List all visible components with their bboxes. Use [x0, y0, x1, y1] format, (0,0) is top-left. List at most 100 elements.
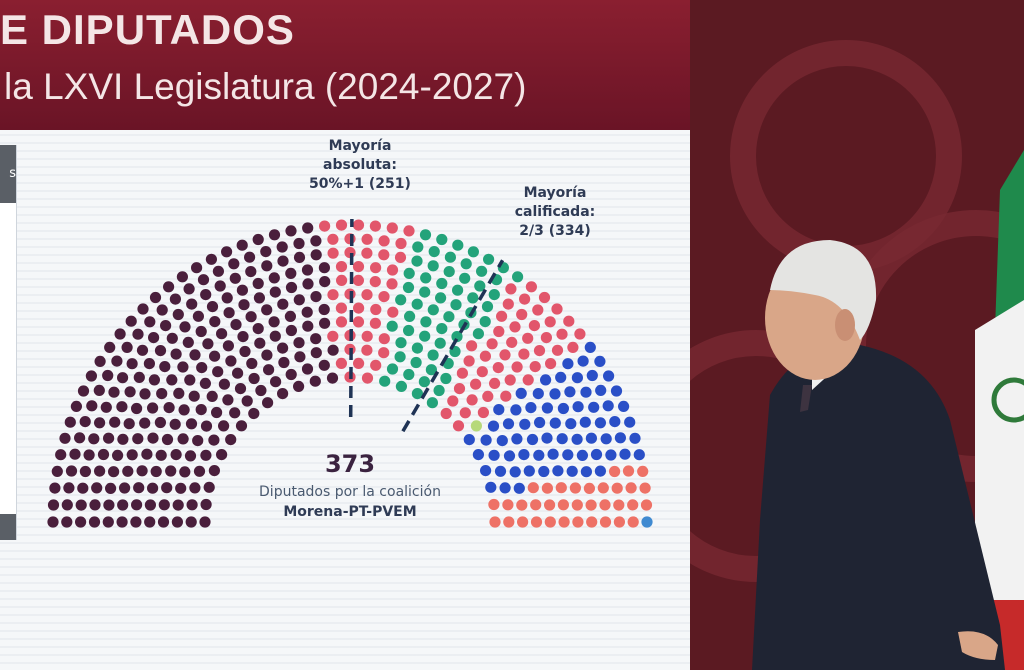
seat-dot-group-1 [102, 516, 114, 528]
seat-dot-group-6 [564, 386, 576, 398]
seat-dot-group-6 [533, 449, 545, 461]
seat-dot-group-1 [185, 418, 198, 430]
seat-dot-group-6 [525, 402, 537, 414]
seat-dot-group-1 [252, 233, 264, 246]
seat-dot-group-6 [526, 433, 539, 446]
seat-dot-group-1 [254, 337, 266, 349]
seat-dot-group-1 [310, 347, 322, 359]
seat-dot-group-1 [309, 375, 321, 387]
seat-dot-group-1 [166, 374, 178, 386]
seat-dot-group-1 [51, 465, 63, 477]
seat-dot-group-6 [629, 432, 641, 444]
seat-dot-group-6 [633, 449, 645, 461]
seat-dot-group-4 [466, 340, 478, 352]
seat-dot-group-1 [263, 364, 275, 376]
seat-dot-group-7 [530, 516, 543, 528]
slide-title: E DIPUTADOS [0, 6, 295, 53]
flag-emblem-icon [991, 377, 1024, 423]
qualified-majority-line-1: Mayoría [523, 185, 587, 201]
seat-dot-group-4 [532, 304, 544, 316]
qualified-majority-line-2: calificada: [514, 204, 596, 220]
seat-dot-group-1 [94, 355, 106, 367]
seat-dot-group-2 [386, 278, 398, 290]
seat-dot-group-7 [609, 465, 621, 478]
seat-dot-group-1 [103, 432, 115, 444]
seat-dot-group-1 [93, 384, 105, 396]
seat-dot-group-2 [327, 289, 339, 301]
seat-dot-group-1 [149, 291, 162, 304]
seat-dot-group-6 [624, 416, 636, 428]
absolute-majority-annotation: Mayoría absoluta: 50%+1 (251) [300, 137, 420, 194]
seat-dot-group-1 [200, 289, 212, 301]
seat-dot-group-4 [538, 291, 551, 304]
seat-dot-group-1 [285, 267, 297, 279]
seat-dot-group-2 [352, 261, 365, 273]
seat-dot-group-1 [165, 465, 177, 477]
seat-dot-group-1 [206, 390, 218, 402]
seat-dot-group-1 [61, 516, 73, 528]
seat-dot-group-6 [605, 449, 617, 461]
seat-dot-group-2 [335, 302, 347, 314]
seat-dot-group-3 [436, 323, 448, 335]
seat-dot-group-1 [191, 262, 203, 274]
seat-dot-group-1 [234, 383, 247, 395]
seat-dot-group-2 [370, 262, 382, 274]
seat-dot-group-7 [541, 482, 554, 494]
seat-dot-group-1 [225, 355, 237, 367]
presenter-hand [958, 631, 998, 660]
seat-dot-group-1 [285, 281, 298, 294]
seat-dot-group-7 [622, 465, 635, 477]
seat-dot-group-6 [556, 433, 568, 445]
seat-dot-group-2 [352, 316, 365, 328]
seat-dot-group-3 [459, 272, 471, 284]
seat-dot-group-1 [186, 298, 198, 310]
seat-dot-group-1 [199, 516, 211, 528]
seat-dot-group-1 [117, 372, 129, 384]
slide-header: E DIPUTADOS la LXVI Legislatura (2024-20… [0, 0, 690, 130]
seat-dot-group-6 [518, 449, 530, 461]
seat-dot-group-7 [639, 482, 651, 494]
seat-dot-group-4 [477, 406, 489, 419]
seat-dot-group-1 [277, 388, 289, 400]
seat-dot-group-7 [599, 516, 612, 528]
seat-dot-group-7 [597, 482, 609, 494]
seat-dot-group-1 [126, 358, 138, 370]
seat-dot-group-6 [571, 372, 584, 384]
seat-dot-group-7 [488, 498, 500, 511]
seat-dot-group-1 [136, 465, 148, 477]
seat-dot-group-3 [427, 304, 439, 316]
hemicycle-chart [47, 218, 653, 528]
seat-dot-group-3 [476, 265, 488, 277]
seat-dot-group-6 [538, 465, 550, 478]
seat-dot-group-3 [451, 331, 463, 343]
seat-dot-group-3 [443, 311, 455, 323]
seat-dot-group-1 [170, 449, 182, 461]
mexican-flag [975, 150, 1024, 670]
seat-dot-group-3 [433, 384, 445, 397]
seat-dot-group-2 [378, 347, 390, 359]
seat-dot-group-6 [549, 417, 561, 429]
seat-dot-group-2 [361, 233, 373, 245]
seat-dot-group-6 [614, 432, 627, 444]
seat-dot-group-1 [253, 292, 265, 304]
seat-dot-group-3 [472, 328, 484, 340]
seat-dot-group-1 [89, 499, 101, 511]
seat-dot-group-3 [452, 239, 464, 251]
seat-dot-group-6 [555, 371, 567, 383]
seat-dot-group-3 [467, 246, 479, 258]
seat-dot-group-1 [77, 482, 89, 494]
seat-dot-group-1 [91, 482, 103, 494]
seat-dot-group-2 [319, 220, 331, 232]
seat-dot-group-1 [319, 317, 331, 329]
seat-dot-group-6 [580, 386, 592, 398]
seat-dot-group-6 [510, 404, 522, 416]
seat-dot-group-1 [183, 283, 195, 295]
seat-dot-group-2 [370, 303, 382, 316]
seat-dot-group-1 [177, 361, 189, 373]
seat-dot-group-3 [420, 272, 432, 284]
seat-dot-group-1 [239, 345, 251, 358]
seat-dot-group-3 [379, 375, 391, 387]
seat-dot-group-1 [119, 482, 131, 494]
seat-dot-group-6 [485, 481, 497, 493]
seat-dot-group-1 [85, 370, 97, 382]
